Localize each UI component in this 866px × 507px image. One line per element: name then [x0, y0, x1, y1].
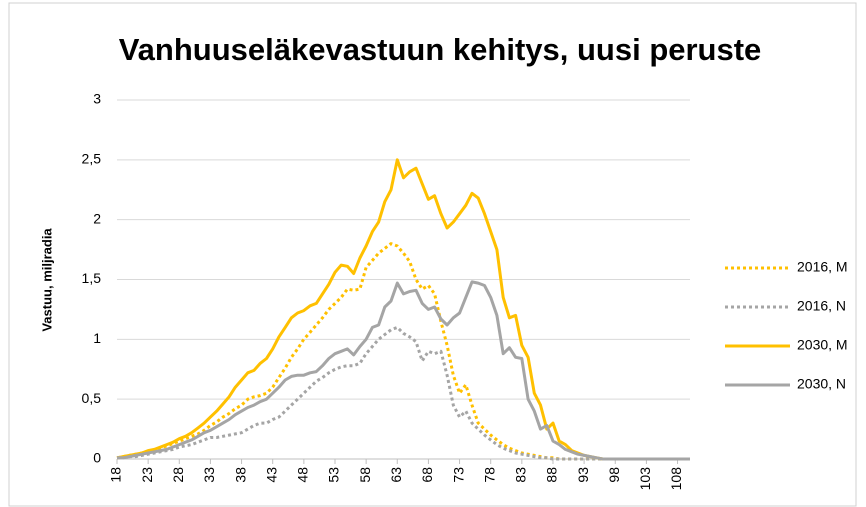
y-tick-label: 0,5	[82, 390, 102, 406]
x-tick-label: 63	[388, 467, 404, 483]
x-tick-label: 53	[326, 467, 342, 483]
x-tick-label: 78	[481, 467, 497, 483]
x-tick-label: 108	[668, 467, 684, 491]
y-tick-label: 1	[93, 330, 101, 346]
y-tick-label: 0	[93, 450, 101, 466]
chart-title: Vanhuuseläkevastuun kehitys, uusi perust…	[119, 32, 762, 67]
x-tick-label: 58	[357, 467, 373, 483]
x-tick-label: 38	[232, 467, 248, 483]
x-tick-label: 33	[201, 467, 217, 483]
x-tick-label: 43	[263, 467, 279, 483]
x-tick-label: 18	[108, 467, 124, 483]
x-tick-label: 68	[419, 467, 435, 483]
x-tick-label: 28	[170, 467, 186, 483]
legend-label: 2030, N	[797, 376, 846, 392]
y-tick-label: 1,5	[82, 270, 102, 286]
y-tick-label: 3	[93, 91, 101, 107]
x-tick-label: 73	[450, 467, 466, 483]
y-tick-label: 2,5	[82, 151, 102, 167]
y-tick-label: 2	[93, 210, 101, 226]
y-axis-label: Vastuu, miljradia	[39, 228, 54, 332]
x-tick-label: 98	[606, 467, 622, 483]
chart-frame	[8, 2, 857, 507]
x-tick-label: 23	[139, 467, 155, 483]
x-tick-label: 83	[513, 467, 529, 483]
x-tick-label: 103	[637, 467, 653, 491]
x-tick-label: 88	[544, 467, 560, 483]
series-line	[117, 280, 690, 461]
x-tick-label: 93	[575, 467, 591, 483]
series-line	[117, 325, 690, 461]
legend-label: 2016, M	[797, 259, 848, 275]
legend-label: 2016, N	[797, 298, 846, 314]
legend-label: 2030, M	[797, 337, 848, 353]
x-tick-label: 48	[295, 467, 311, 483]
